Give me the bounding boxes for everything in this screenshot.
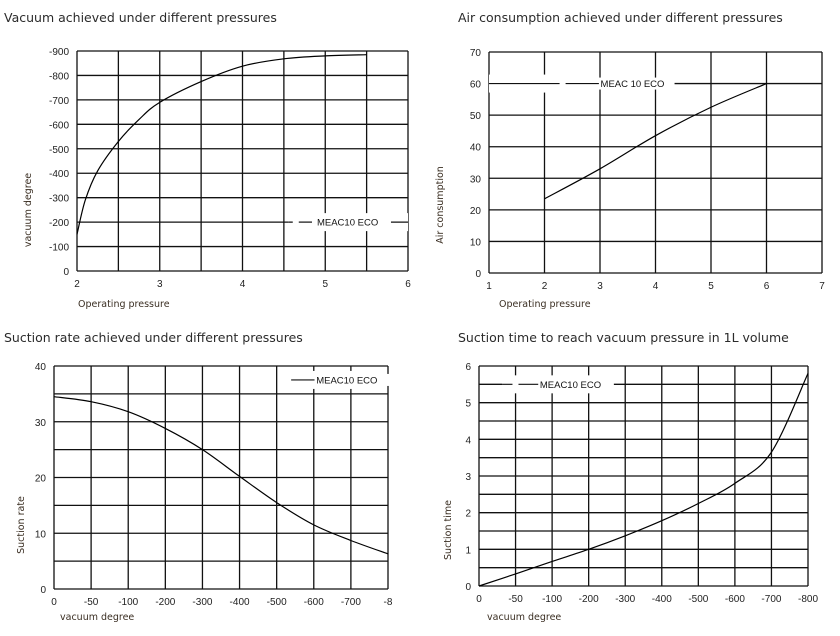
- chart-title: Suction rate achieved under different pr…: [4, 330, 303, 345]
- y-tick-label: 70: [470, 48, 482, 59]
- x-tick-label: 3: [157, 279, 163, 290]
- y-tick-label: -200: [49, 218, 69, 229]
- chart-title: Air consumption achieved under different…: [458, 10, 783, 25]
- x-tick-label: 0: [51, 597, 57, 608]
- x-axis-label: vacuum degree: [487, 612, 561, 623]
- x-tick-label: -200: [155, 597, 175, 608]
- series-line: [544, 83, 767, 200]
- y-tick-label: 30: [470, 174, 482, 185]
- y-tick-label: 0: [63, 267, 69, 278]
- x-tick-label: -300: [615, 594, 635, 605]
- y-tick-label: 0: [465, 582, 471, 593]
- x-tick-label: 3: [597, 281, 603, 292]
- x-tick-label: 4: [653, 281, 659, 292]
- x-tick-label: -700: [761, 594, 781, 605]
- legend-label: MEAC10 ECO: [317, 218, 378, 229]
- x-tick-label: -8: [384, 597, 393, 608]
- y-tick-label: 5: [465, 399, 471, 410]
- x-tick-label: -100: [542, 594, 562, 605]
- legend-label: MEAC10 ECO: [316, 375, 377, 386]
- x-axis-label: Operating pressure: [499, 299, 591, 310]
- y-tick-label: 0: [475, 269, 481, 280]
- series-line: [76, 54, 367, 235]
- y-tick-label: 0: [40, 585, 46, 596]
- y-tick-label: -300: [49, 194, 69, 205]
- y-tick-label: 6: [465, 362, 471, 373]
- x-tick-label: -700: [341, 597, 361, 608]
- y-tick-label: 40: [35, 362, 47, 373]
- x-tick-label: 0: [476, 594, 482, 605]
- y-tick-label: 10: [470, 237, 482, 248]
- x-tick-label: -50: [84, 597, 99, 608]
- x-tick-label: 4: [240, 279, 246, 290]
- x-tick-label: 6: [405, 279, 411, 290]
- y-tick-label: -800: [49, 71, 69, 82]
- x-tick-label: 1: [486, 281, 492, 292]
- legend-label-background: [285, 373, 391, 386]
- y-tick-label: -600: [49, 120, 69, 131]
- y-tick-label: -700: [49, 96, 69, 107]
- y-tick-label: 60: [470, 80, 482, 91]
- x-tick-label: -500: [267, 597, 287, 608]
- chart-vacuum: Vacuum achieved under different pressure…: [4, 10, 411, 310]
- series-line: [53, 396, 389, 555]
- x-tick-label: -400: [652, 594, 672, 605]
- chart-title: Vacuum achieved under different pressure…: [4, 10, 277, 25]
- y-tick-label: -500: [49, 145, 69, 156]
- legend-label: MEAC 10 ECO: [601, 79, 665, 90]
- y-axis-label: vacuum degree: [23, 173, 34, 247]
- x-tick-label: 6: [764, 281, 770, 292]
- y-tick-label: 3: [465, 472, 471, 483]
- y-tick-label: -900: [49, 47, 69, 58]
- x-tick-label: -300: [192, 597, 212, 608]
- x-tick-label: 5: [708, 281, 714, 292]
- chart-suction-rate: Suction rate achieved under different pr…: [4, 330, 393, 623]
- legend-label: MEAC10 ECO: [540, 380, 601, 391]
- y-axis-label: Suction rate: [16, 496, 27, 554]
- legend-label-background: [559, 77, 675, 90]
- y-tick-label: 20: [35, 474, 47, 485]
- x-tick-label: -600: [725, 594, 745, 605]
- y-tick-label: 20: [470, 206, 482, 217]
- legend-label-background: [512, 378, 614, 391]
- chart-air-consumption: Air consumption achieved under different…: [435, 10, 825, 310]
- x-tick-label: 7: [819, 281, 825, 292]
- x-tick-label: 2: [542, 281, 548, 292]
- y-tick-label: -400: [49, 169, 69, 180]
- y-tick-label: 50: [470, 111, 482, 122]
- y-axis-label: Suction time: [443, 500, 454, 560]
- y-tick-label: 30: [35, 418, 47, 429]
- y-tick-label: -100: [49, 243, 69, 254]
- y-tick-label: 1: [465, 545, 471, 556]
- y-tick-label: 40: [470, 143, 482, 154]
- y-axis-label: Air consumption: [435, 166, 446, 244]
- x-tick-label: -600: [304, 597, 324, 608]
- x-tick-label: -400: [230, 597, 250, 608]
- x-tick-label: -800: [798, 594, 818, 605]
- y-tick-label: 10: [35, 529, 47, 540]
- x-tick-label: -50: [508, 594, 523, 605]
- y-tick-label: 4: [465, 435, 471, 446]
- x-tick-label: -100: [118, 597, 138, 608]
- x-tick-label: 5: [322, 279, 328, 290]
- x-axis-label: vacuum degree: [60, 612, 134, 623]
- chart-title: Suction time to reach vacuum pressure in…: [458, 330, 789, 345]
- x-tick-label: -200: [579, 594, 599, 605]
- chart-suction-time: Suction time to reach vacuum pressure in…: [443, 330, 818, 623]
- legend-label-background: [292, 216, 391, 229]
- y-tick-label: 2: [465, 509, 471, 520]
- series-line: [478, 373, 809, 587]
- x-tick-label: 2: [74, 279, 80, 290]
- x-axis-label: Operating pressure: [78, 299, 170, 310]
- x-tick-label: -500: [688, 594, 708, 605]
